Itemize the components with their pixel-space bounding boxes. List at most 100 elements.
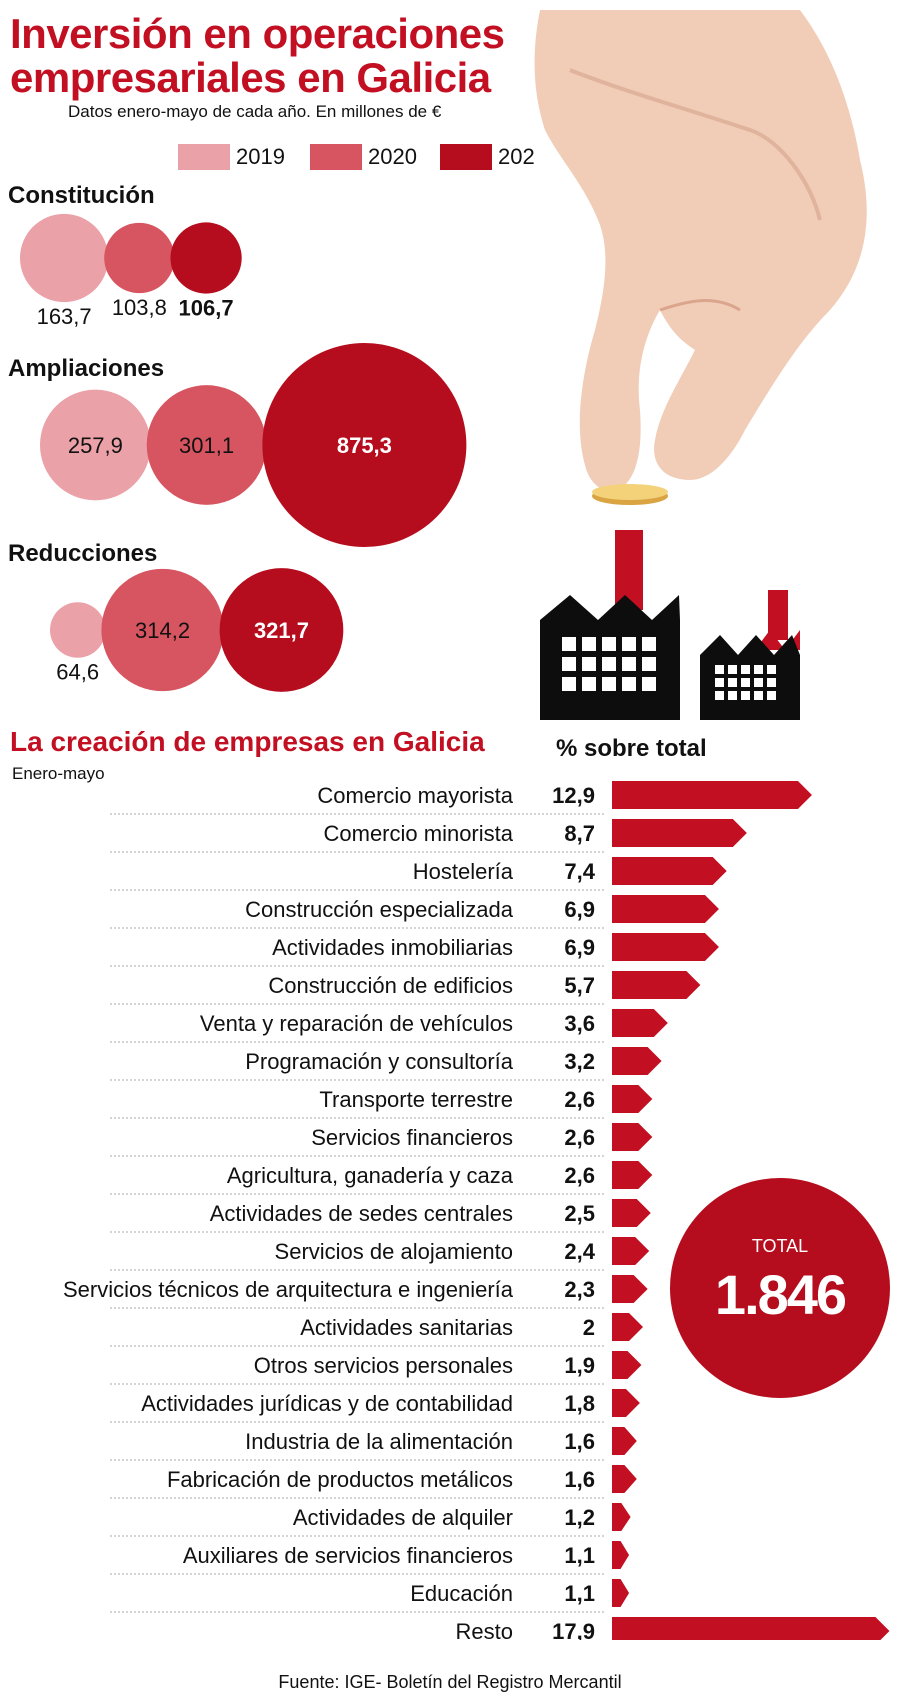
factory-large-icon — [540, 530, 680, 720]
bar — [612, 1199, 651, 1227]
total-value: 1.846 — [714, 1263, 847, 1326]
category-label: Hostelería — [413, 859, 514, 884]
value-label: 1,2 — [564, 1505, 595, 1530]
bubble-constitucion-2020 — [104, 222, 175, 294]
category-label: Auxiliares de servicios financieros — [183, 1543, 513, 1568]
value-label: 6,9 — [564, 897, 595, 922]
value-label: 1,8 — [564, 1391, 595, 1416]
legend-item-2019: 2019 — [178, 142, 285, 172]
bar-chart: Comercio mayorista 12,9 Comercio minorista… — [63, 781, 890, 1640]
category-label: Fabricación de productos metálicos — [167, 1467, 513, 1492]
bar — [612, 1047, 662, 1075]
value-label: 8,7 — [564, 821, 595, 846]
value-label: 2,6 — [564, 1163, 595, 1188]
bar — [612, 1503, 631, 1531]
value-label: 2,6 — [564, 1125, 595, 1150]
bubble-label-ampliaciones-2020: 301,1 — [179, 433, 234, 458]
bar — [612, 1313, 643, 1341]
category-label: Resto — [456, 1619, 513, 1640]
category-label: Transporte terrestre — [319, 1087, 513, 1112]
total-label: TOTAL — [751, 1236, 809, 1256]
bar — [612, 1541, 630, 1569]
category-label: Actividades jurídicas y de contabilidad — [141, 1391, 513, 1416]
chart-title: Inversión en operaciones empresariales e… — [10, 10, 505, 101]
value-label: 12,9 — [552, 783, 595, 808]
value-label: 2,3 — [564, 1277, 595, 1302]
hand-icon — [534, 10, 867, 491]
category-label: Actividades de alquiler — [293, 1505, 513, 1530]
legend-label-2021: 202 — [498, 144, 535, 169]
chart-subtitle: Datos enero-mayo de cada año. En millone… — [68, 102, 442, 121]
bubble-chart: 163,7 103,8 106,7 257,9 301,1 875,3 64,6 314,2 3… — [20, 213, 467, 692]
value-label: 1,6 — [564, 1467, 595, 1492]
value-label: 3,2 — [564, 1049, 595, 1074]
category-label: Servicios de alojamiento — [275, 1239, 513, 1264]
bar — [612, 819, 747, 847]
value-label: 2,4 — [564, 1239, 595, 1264]
legend-swatch-2019 — [178, 144, 230, 170]
legend-item-2021: 202 — [440, 142, 535, 172]
value-label: 1,1 — [564, 1581, 595, 1606]
category-label: Agricultura, ganadería y caza — [227, 1163, 514, 1188]
source-note: Fuente: IGE- Boletín del Registro Mercan… — [278, 1672, 622, 1692]
legend-item-2020: 2020 — [310, 142, 417, 172]
bar — [612, 1389, 640, 1417]
bubble-label-reducciones-202: 321,7 — [254, 618, 309, 643]
value-label: 2 — [583, 1315, 595, 1340]
bar — [612, 1427, 637, 1455]
category-label: Educación — [410, 1581, 513, 1606]
value-label: 6,9 — [564, 935, 595, 960]
section-title-ampliaciones: Ampliaciones — [8, 355, 165, 382]
bubble-label-ampliaciones-202: 875,3 — [337, 433, 392, 458]
category-label: Actividades de sedes centrales — [210, 1201, 513, 1226]
bar — [612, 971, 701, 999]
category-label: Comercio mayorista — [317, 783, 513, 808]
category-label: Programación y consultoría — [245, 1049, 514, 1074]
bar — [612, 933, 719, 961]
bubble-label-constitucion-2020: 103,8 — [112, 295, 167, 320]
bar — [612, 1351, 642, 1379]
value-label: 2,5 — [564, 1201, 595, 1226]
bubble-ampliaciones-202 — [262, 343, 467, 547]
bar-chart-subtitle: Enero-mayo — [12, 764, 105, 783]
bubble-reducciones-2020 — [101, 568, 224, 692]
bar — [612, 1275, 648, 1303]
category-label: Construcción especializada — [245, 897, 514, 922]
category-label: Actividades inmobiliarias — [272, 935, 513, 960]
category-label: Comercio minorista — [324, 821, 514, 846]
bubble-reducciones-2019 — [50, 602, 106, 658]
bubble-constitucion-2019 — [20, 213, 109, 303]
bar — [612, 895, 719, 923]
value-label: 3,6 — [564, 1011, 595, 1036]
category-label: Venta y reparación de vehículos — [200, 1011, 513, 1036]
category-label: Servicios financieros — [311, 1125, 513, 1150]
category-label: Actividades sanitarias — [300, 1315, 513, 1340]
bar — [612, 1009, 668, 1037]
coin-icon — [592, 484, 668, 505]
legend-label-2019: 2019 — [236, 144, 285, 169]
percent-column-header: % sobre total — [556, 735, 707, 762]
bar — [612, 1617, 890, 1640]
category-label: Otros servicios personales — [254, 1353, 513, 1378]
legend-swatch-2020 — [310, 144, 362, 170]
bubble-label-constitucion-202: 106,7 — [179, 296, 234, 321]
value-label: 1,9 — [564, 1353, 595, 1378]
bubble-constitucion-202 — [170, 222, 242, 294]
category-label: Industria de la alimentación — [245, 1429, 513, 1454]
bar — [612, 1237, 650, 1265]
value-label: 7,4 — [564, 859, 595, 884]
bar-chart-title: La creación de empresas en Galicia — [10, 726, 485, 757]
value-label: 2,6 — [564, 1087, 595, 1112]
legend-swatch-2021 — [440, 144, 492, 170]
bar — [612, 781, 812, 809]
bubble-label-ampliaciones-2019: 257,9 — [68, 433, 123, 458]
total-bubble: TOTAL 1.846 — [670, 1178, 890, 1398]
bar — [612, 1085, 653, 1113]
category-label: Construcción de edificios — [268, 973, 513, 998]
bubble-label-reducciones-2020: 314,2 — [135, 618, 190, 643]
value-label: 5,7 — [564, 973, 595, 998]
bubble-reducciones-202 — [219, 568, 344, 692]
section-title-constitucion: Constitución — [8, 182, 155, 209]
bubble-ampliaciones-2020 — [146, 385, 267, 505]
bar — [612, 857, 727, 885]
